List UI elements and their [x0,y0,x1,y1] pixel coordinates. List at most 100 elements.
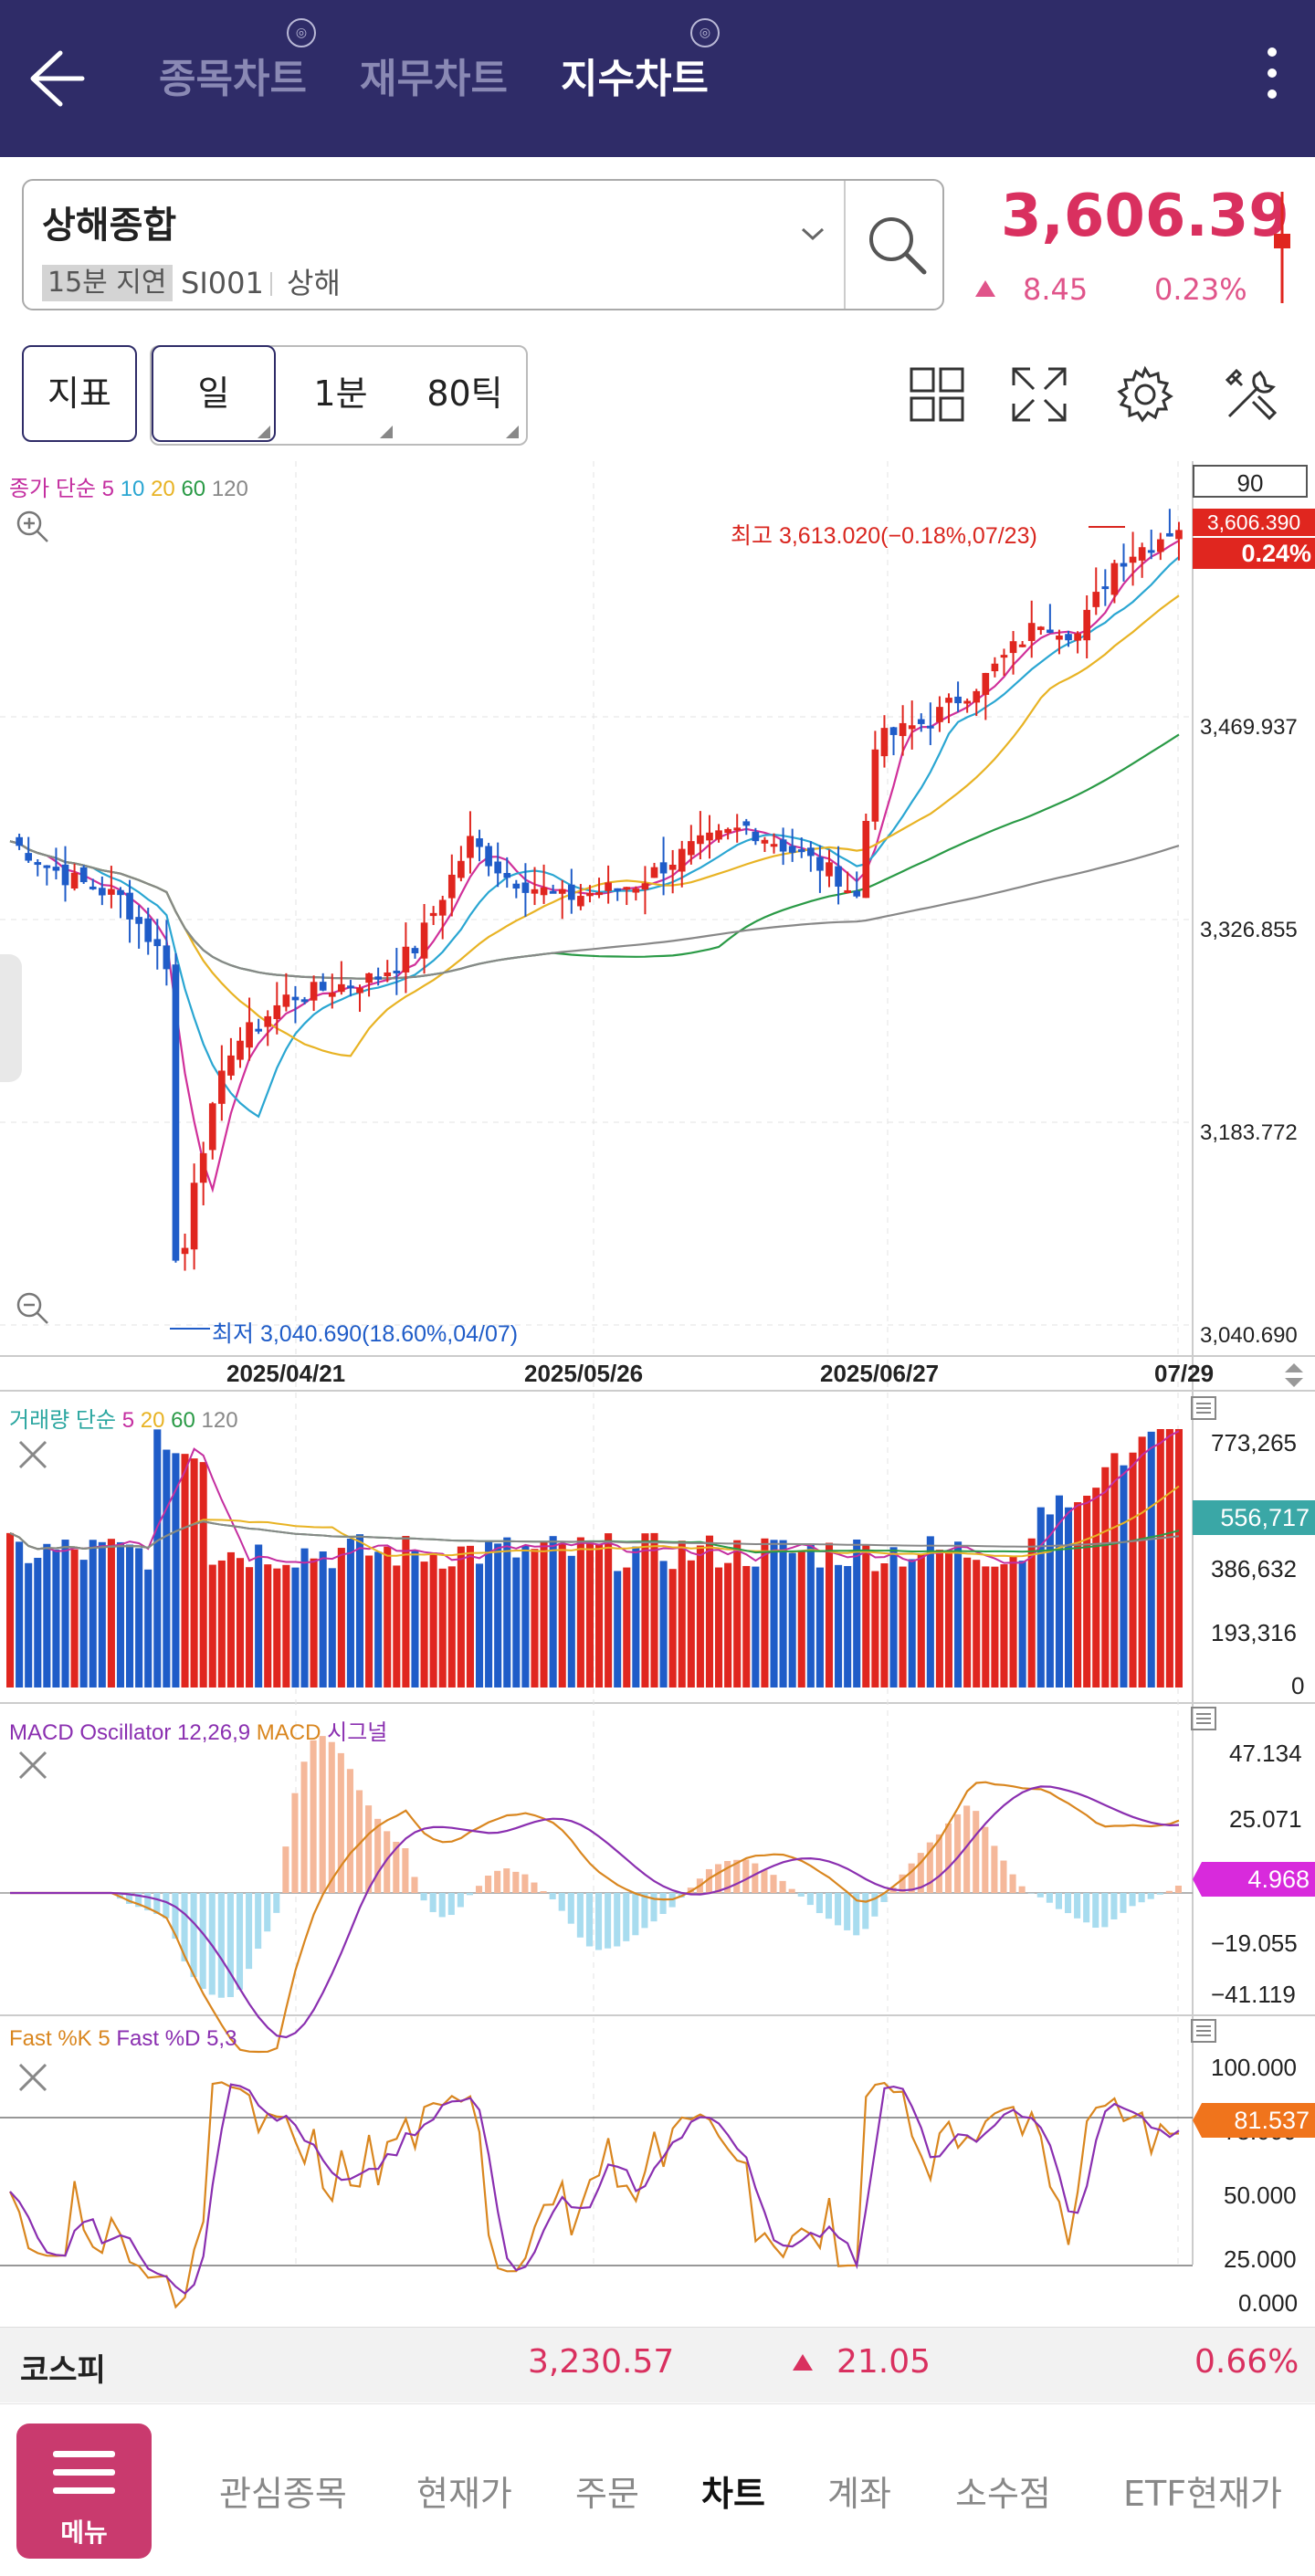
volume-bar [70,1549,79,1688]
macd-osc-bar [466,1893,473,1896]
volume-bar [1129,1452,1137,1688]
volume-bar [844,1565,852,1688]
vol-ma-120: 120 [201,1408,238,1433]
nav-account[interactable]: 계좌 [827,2474,891,2514]
candle-body [476,838,483,847]
tab-index-chart[interactable]: 지수차트 [561,56,709,102]
zoom-in-icon[interactable] [13,507,53,551]
volume-bar [1101,1467,1110,1688]
volume-bar [319,1551,327,1688]
volume-bar [346,1538,354,1688]
macd-legend[interactable]: MACD Oscillator 12,26,9 MACD 시그널 [9,1714,387,1746]
nav-chart[interactable]: 차트 [701,2474,765,2514]
volume-bar [614,1571,622,1688]
phone-badge-icon: ◎ [690,18,720,47]
symbol-name[interactable]: 상해종합 [42,205,177,247]
candle-body [862,820,870,899]
volume-bar [585,1542,594,1688]
close-panel-icon[interactable] [16,2061,49,2098]
candle-body [70,872,79,889]
macd-osc-bar [908,1863,915,1893]
count-box[interactable]: 90 [1193,465,1308,498]
macd-osc-bar [411,1877,418,1893]
zoom-out-icon[interactable] [13,1288,53,1332]
macd-y-tick: 47.134 [1229,1740,1302,1767]
volume-bar [595,1543,604,1688]
volume-bar [328,1568,336,1688]
macd-osc-bar [226,1893,234,1998]
panel-menu-icon[interactable] [1191,1707,1216,1734]
candle-body [384,972,392,977]
volume-bar [310,1558,318,1688]
volume-bar [199,1462,207,1688]
candle-body [1092,592,1100,607]
vol-legend-prefix: 거래량 단순 [9,1408,117,1433]
candle-body [300,999,309,1003]
signal-label: 시그널 [327,1720,388,1745]
volume-bar [880,1563,889,1688]
candle-body [328,993,336,997]
nav-watchlist[interactable]: 관심종목 [219,2474,347,2514]
macd-osc-bar [641,1893,648,1929]
index-ticker[interactable] [0,2327,1315,2403]
tools-icon[interactable] [1222,365,1280,424]
side-drawer-handle[interactable] [0,954,22,1082]
macd-osc-bar [815,1893,823,1914]
scroll-arrows-icon[interactable] [1280,1362,1308,1393]
chart-area[interactable]: 종가 단순 5 10 20 60 120 90 최고 3,613.020(−0.… [0,461,1315,2324]
macd-osc-bar [485,1876,492,1893]
panel-menu-icon[interactable] [1191,2019,1216,2046]
nav-order[interactable]: 주문 [575,2474,639,2514]
period-1min-button[interactable]: 1분 [313,373,368,414]
nav-fractional[interactable]: 소수점 [955,2474,1051,2514]
more-menu-icon[interactable] [1268,47,1277,110]
chevron-down-icon[interactable] [800,225,826,247]
macd-last-label: 4.968 [1193,1862,1315,1897]
fast-d-line [9,2083,1180,2296]
panel-menu-icon[interactable] [1191,1396,1216,1424]
symbol-search-box[interactable] [22,179,944,310]
settings-gear-icon[interactable] [1116,365,1174,424]
candle-body [871,749,879,822]
close-panel-icon[interactable] [16,1749,49,1785]
candle-body [458,860,465,878]
menu-button[interactable]: 메뉴 [16,2424,152,2559]
volume-bar [899,1566,907,1688]
nav-current-price[interactable]: 현재가 [416,2474,512,2514]
volume-bar [558,1543,566,1688]
macd-osc-bar [365,1805,373,1893]
grid-layout-icon[interactable] [908,365,966,424]
volume-bar [402,1536,410,1688]
indicator-button[interactable]: 지표 [22,345,137,442]
volume-bar [521,1545,530,1688]
period-day-button[interactable]: 일 [152,345,276,442]
candle-body [1074,633,1081,641]
volume-bar [393,1565,401,1688]
close-panel-icon[interactable] [16,1438,49,1475]
volume-bar [549,1536,557,1688]
hamburger-icon [53,2487,115,2494]
candle-body [1083,609,1091,641]
macd-osc-bar [991,1845,998,1893]
macd-osc-bar [567,1893,574,1924]
stoch-legend[interactable]: Fast %K 5 Fast %D 5,3 [9,2026,237,2052]
macd-osc-bar [1110,1893,1118,1919]
back-arrow-icon[interactable] [24,42,88,115]
candle-body [1065,634,1072,641]
fullscreen-icon[interactable] [1010,365,1068,424]
search-button[interactable] [844,181,944,309]
candle-body [1000,655,1008,658]
volume-ma-legend[interactable]: 거래량 단순 5 20 60 120 [9,1402,238,1434]
macd-label: MACD [256,1720,321,1745]
volume-bar [641,1533,649,1688]
price-ma-legend[interactable]: 종가 단순 5 10 20 60 120 [9,470,248,502]
tab-financial-chart[interactable]: 재무차트 [360,56,508,102]
macd-osc-bar [835,1893,842,1926]
macd-osc-bar [926,1842,933,1893]
tab-stock-chart[interactable]: 종목차트 [159,56,307,102]
stoch-y-tick: 100.000 [1211,2054,1297,2081]
period-80tick-button[interactable]: 80틱 [426,373,503,414]
volume-bar [1046,1514,1054,1688]
macd-osc-bar [393,1841,400,1893]
nav-etf-price[interactable]: ETF현재가 [1123,2474,1282,2514]
